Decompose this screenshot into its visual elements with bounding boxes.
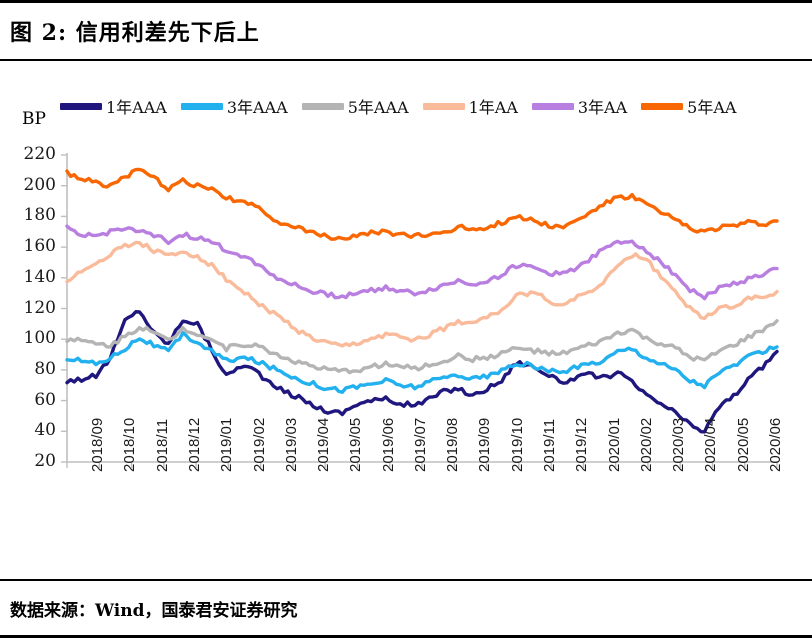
- y-tick-label: 200: [23, 174, 56, 195]
- chart-panel: BP 1年AAA 3年AAA 5年AAA 1年AA 3年AA 5年AA 220 200 180…: [0, 61, 812, 585]
- legend-swatch-icon: [641, 102, 684, 110]
- legend-label: 3年AA: [577, 98, 628, 117]
- x-tick-label: 2019/04: [315, 417, 333, 472]
- figure-title-bar: 图 2: 信用利差先下后上: [0, 3, 812, 61]
- y-tick-label: 140: [23, 266, 56, 287]
- legend-label: 3年AAA: [226, 98, 288, 117]
- x-tick-label: 2018/11: [153, 418, 171, 472]
- legend-item-1年AAA[interactable]: 1年AAA: [60, 94, 167, 118]
- legend-label: 1年AAA: [106, 98, 167, 117]
- y-tick-label: 40: [34, 420, 56, 441]
- y-tick-label: 160: [23, 236, 56, 257]
- figure-source-bar: 数据来源：Wind，国泰君安证券研究: [0, 579, 812, 635]
- x-tick-label: 2019/05: [347, 417, 365, 472]
- source-note: 数据来源：Wind，国泰君安证券研究: [10, 600, 298, 621]
- x-tick-label: 2020/04: [702, 417, 720, 472]
- x-tick-label: 2019/09: [476, 417, 494, 472]
- y-tick-label: 60: [34, 389, 56, 410]
- x-tick-label: 2019/06: [379, 417, 397, 472]
- series-line-1年AAA: [65, 310, 779, 434]
- x-tick-label: 2020/02: [637, 417, 655, 472]
- legend-swatch-icon: [60, 102, 102, 110]
- x-tick-label: 2020/03: [670, 417, 688, 472]
- series-line-3年AAA: [65, 331, 779, 394]
- x-tick-label: 2018/12: [185, 417, 203, 472]
- page-title: 图 2: 信用利差先下后上: [10, 20, 260, 46]
- legend-swatch-icon: [422, 102, 465, 110]
- series-line-5年AA: [65, 167, 779, 241]
- legend-label: 5年AAA: [347, 98, 409, 117]
- y-tick-label: 180: [23, 205, 56, 226]
- x-tick-label: 2019/10: [508, 417, 526, 472]
- series-line-5年AAA: [65, 319, 779, 375]
- x-tick-label: 2019/03: [282, 417, 300, 472]
- legend-swatch-icon: [180, 102, 223, 110]
- series-line-1年AA: [65, 240, 779, 348]
- x-tick-label: 2020/06: [766, 417, 784, 472]
- series-line-3年AA: [65, 224, 779, 301]
- x-tick-label: 2018/09: [89, 417, 107, 472]
- x-tick-label: 2020/01: [605, 417, 623, 472]
- legend-item-1年AA[interactable]: 1年AA: [422, 94, 518, 118]
- chart-plot-svg: [61, 153, 779, 468]
- chart-legend: 1年AAA 3年AAA 5年AAA 1年AA 3年AA 5年AA: [60, 94, 750, 118]
- legend-item-5年AA[interactable]: 5年AA: [641, 94, 736, 118]
- x-tick-label: 2020/05: [734, 417, 752, 472]
- y-tick-label: 100: [23, 328, 56, 349]
- legend-item-5年AAA[interactable]: 5年AAA: [301, 94, 409, 118]
- legend-item-3年AAA[interactable]: 3年AAA: [180, 94, 288, 118]
- x-tick-label: 2019/11: [540, 418, 558, 472]
- x-tick-label: 2019/01: [218, 417, 236, 472]
- legend-item-3年AA[interactable]: 3年AA: [531, 94, 628, 118]
- y-tick-label: 20: [34, 451, 56, 471]
- y-tick-label: 120: [23, 297, 56, 318]
- y-tick-label: 220: [23, 144, 56, 164]
- legend-label: 5年AA: [687, 98, 737, 117]
- legend-label: 1年AA: [468, 98, 518, 117]
- y-axis-unit-label: BP: [22, 109, 46, 129]
- legend-swatch-icon: [301, 102, 344, 110]
- legend-swatch-icon: [531, 102, 574, 110]
- x-tick-label: 2018/10: [121, 417, 139, 472]
- x-tick-label: 2019/07: [411, 417, 429, 472]
- x-tick-label: 2019/12: [573, 417, 591, 472]
- y-tick-label: 80: [34, 358, 56, 379]
- x-tick-label: 2019/08: [444, 417, 462, 472]
- x-tick-label: 2019/02: [250, 417, 268, 472]
